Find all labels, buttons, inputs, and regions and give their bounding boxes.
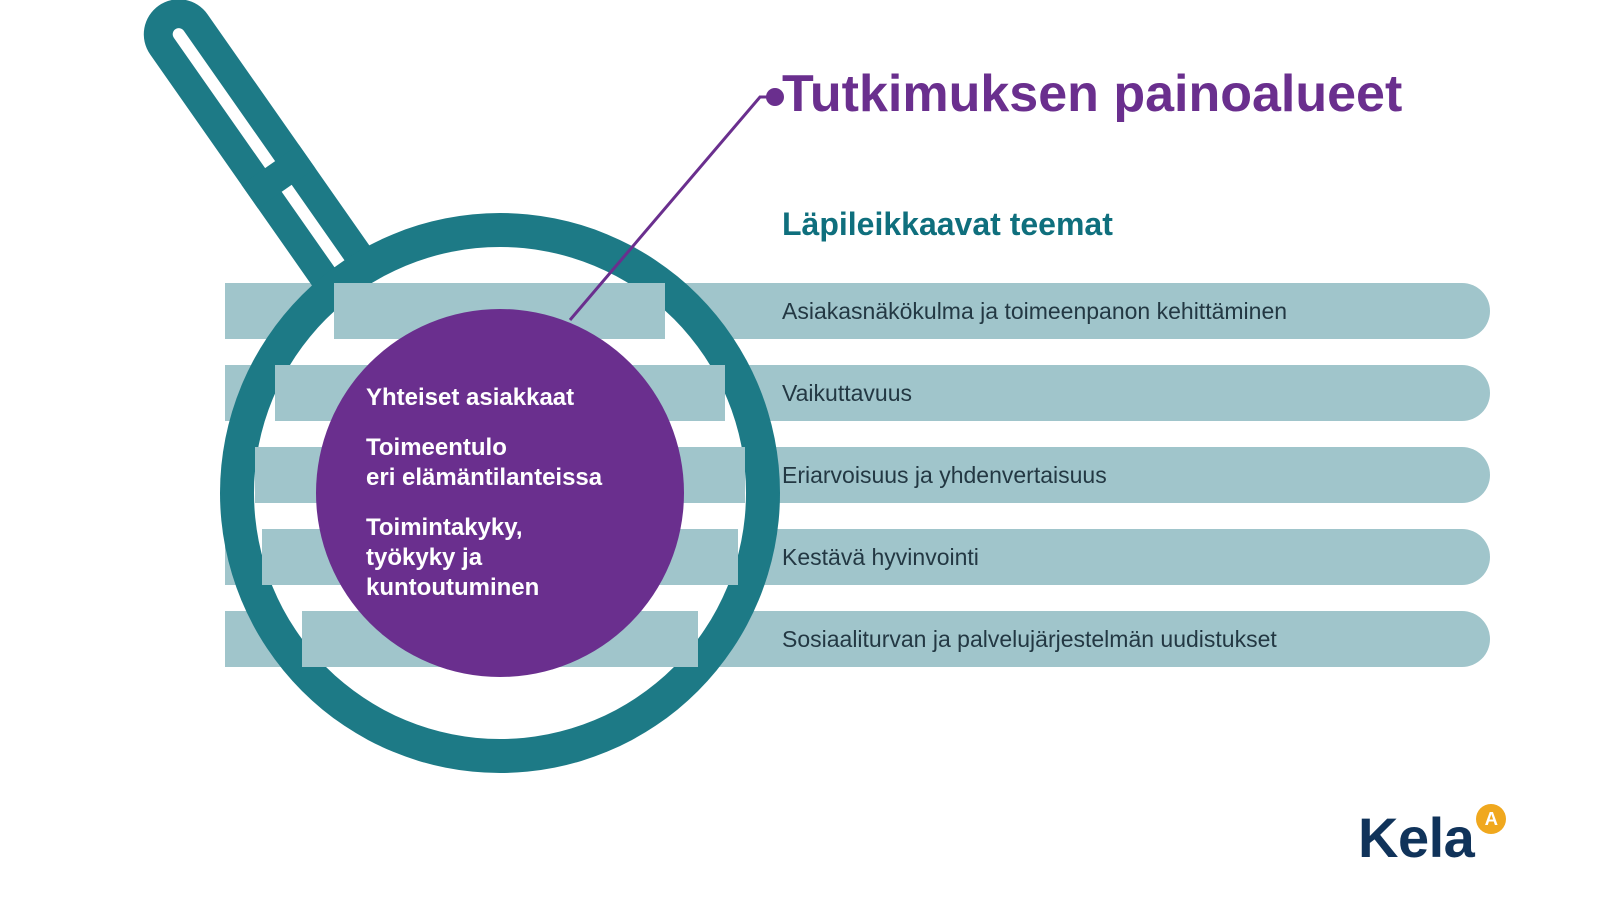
title-connector-line (0, 0, 1600, 900)
section-subtitle: Läpileikkaavat teemat (782, 207, 1113, 242)
page-title: Tutkimuksen painoalueet (782, 66, 1402, 123)
